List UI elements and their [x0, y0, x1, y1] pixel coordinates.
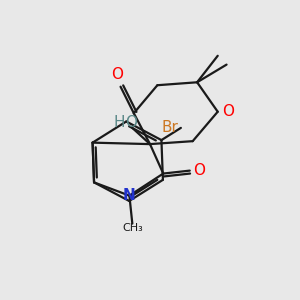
Text: O: O [222, 104, 234, 119]
Text: O: O [112, 67, 124, 82]
Text: Br: Br [162, 120, 178, 135]
Text: O: O [194, 163, 206, 178]
Text: O: O [125, 115, 137, 130]
Text: H: H [113, 115, 125, 130]
Text: N: N [123, 188, 136, 203]
Text: CH₃: CH₃ [122, 223, 143, 233]
